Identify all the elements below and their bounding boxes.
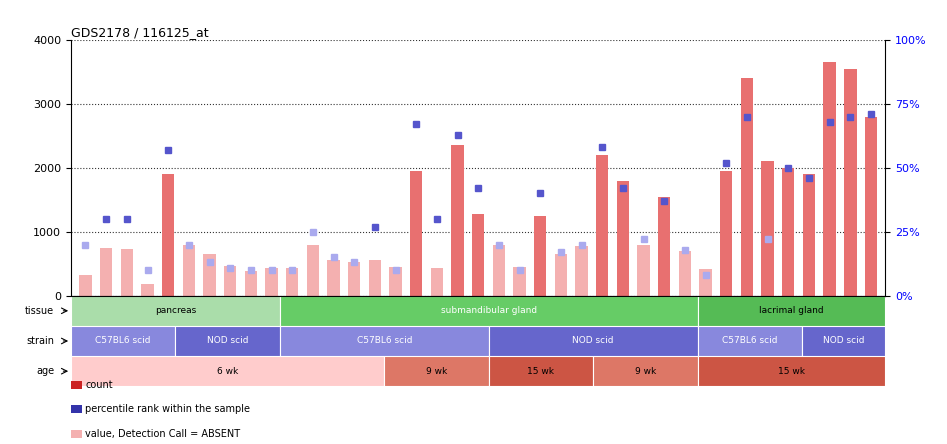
Bar — [204, 254, 216, 296]
Bar — [80, 275, 92, 296]
Bar — [489, 326, 698, 356]
Bar — [513, 267, 526, 296]
Bar — [720, 171, 732, 296]
Bar — [71, 326, 175, 356]
Bar — [865, 117, 877, 296]
Bar — [698, 356, 885, 386]
Bar — [593, 356, 698, 386]
Bar — [534, 216, 546, 296]
Bar — [368, 260, 381, 296]
Bar — [844, 69, 856, 296]
Text: submandibular gland: submandibular gland — [440, 306, 537, 315]
Text: 6 wk: 6 wk — [217, 367, 239, 376]
Bar — [679, 251, 691, 296]
Bar — [802, 326, 885, 356]
Bar — [280, 296, 698, 326]
Bar — [492, 245, 505, 296]
Bar — [489, 356, 593, 386]
Bar — [162, 174, 174, 296]
Bar — [637, 245, 650, 296]
Bar — [700, 269, 712, 296]
Bar — [384, 356, 489, 386]
Text: strain: strain — [27, 336, 54, 346]
Text: NOD scid: NOD scid — [572, 337, 614, 345]
Text: 15 wk: 15 wk — [778, 367, 805, 376]
Bar — [410, 171, 422, 296]
Bar — [183, 245, 195, 296]
Bar — [761, 162, 774, 296]
Bar — [175, 326, 280, 356]
Text: 9 wk: 9 wk — [634, 367, 656, 376]
Text: C57BL6 scid: C57BL6 scid — [722, 337, 777, 345]
Bar — [452, 146, 464, 296]
Text: C57BL6 scid: C57BL6 scid — [356, 337, 412, 345]
Bar — [658, 197, 670, 296]
Bar — [280, 326, 489, 356]
Bar — [698, 326, 802, 356]
Bar — [555, 254, 567, 296]
Text: tissue: tissue — [26, 306, 54, 316]
Text: percentile rank within the sample: percentile rank within the sample — [85, 404, 250, 414]
Bar — [71, 356, 384, 386]
Bar — [120, 249, 133, 296]
Bar — [803, 174, 815, 296]
Bar — [307, 245, 319, 296]
Bar — [431, 268, 443, 296]
Bar — [782, 168, 795, 296]
Bar — [596, 155, 609, 296]
Bar — [328, 260, 340, 296]
Bar — [244, 271, 257, 296]
Bar — [824, 62, 836, 296]
Text: 15 wk: 15 wk — [527, 367, 554, 376]
Bar — [71, 296, 280, 326]
Text: pancreas: pancreas — [154, 306, 196, 315]
Bar — [141, 284, 153, 296]
Text: NOD scid: NOD scid — [206, 337, 248, 345]
Bar — [286, 268, 298, 296]
Bar — [100, 248, 113, 296]
Bar — [348, 262, 361, 296]
Text: C57BL6 scid: C57BL6 scid — [96, 337, 151, 345]
Text: count: count — [85, 380, 113, 390]
Bar — [224, 266, 237, 296]
Text: NOD scid: NOD scid — [823, 337, 865, 345]
Bar — [265, 268, 277, 296]
Text: lacrimal gland: lacrimal gland — [759, 306, 824, 315]
Text: value, Detection Call = ABSENT: value, Detection Call = ABSENT — [85, 429, 241, 439]
Bar — [389, 267, 402, 296]
Text: GDS2178 / 116125_at: GDS2178 / 116125_at — [71, 26, 208, 39]
Bar — [698, 296, 885, 326]
Bar — [741, 78, 753, 296]
Bar — [472, 214, 485, 296]
Text: 9 wk: 9 wk — [426, 367, 447, 376]
Bar — [576, 246, 588, 296]
Text: age: age — [36, 366, 54, 376]
Bar — [616, 181, 629, 296]
